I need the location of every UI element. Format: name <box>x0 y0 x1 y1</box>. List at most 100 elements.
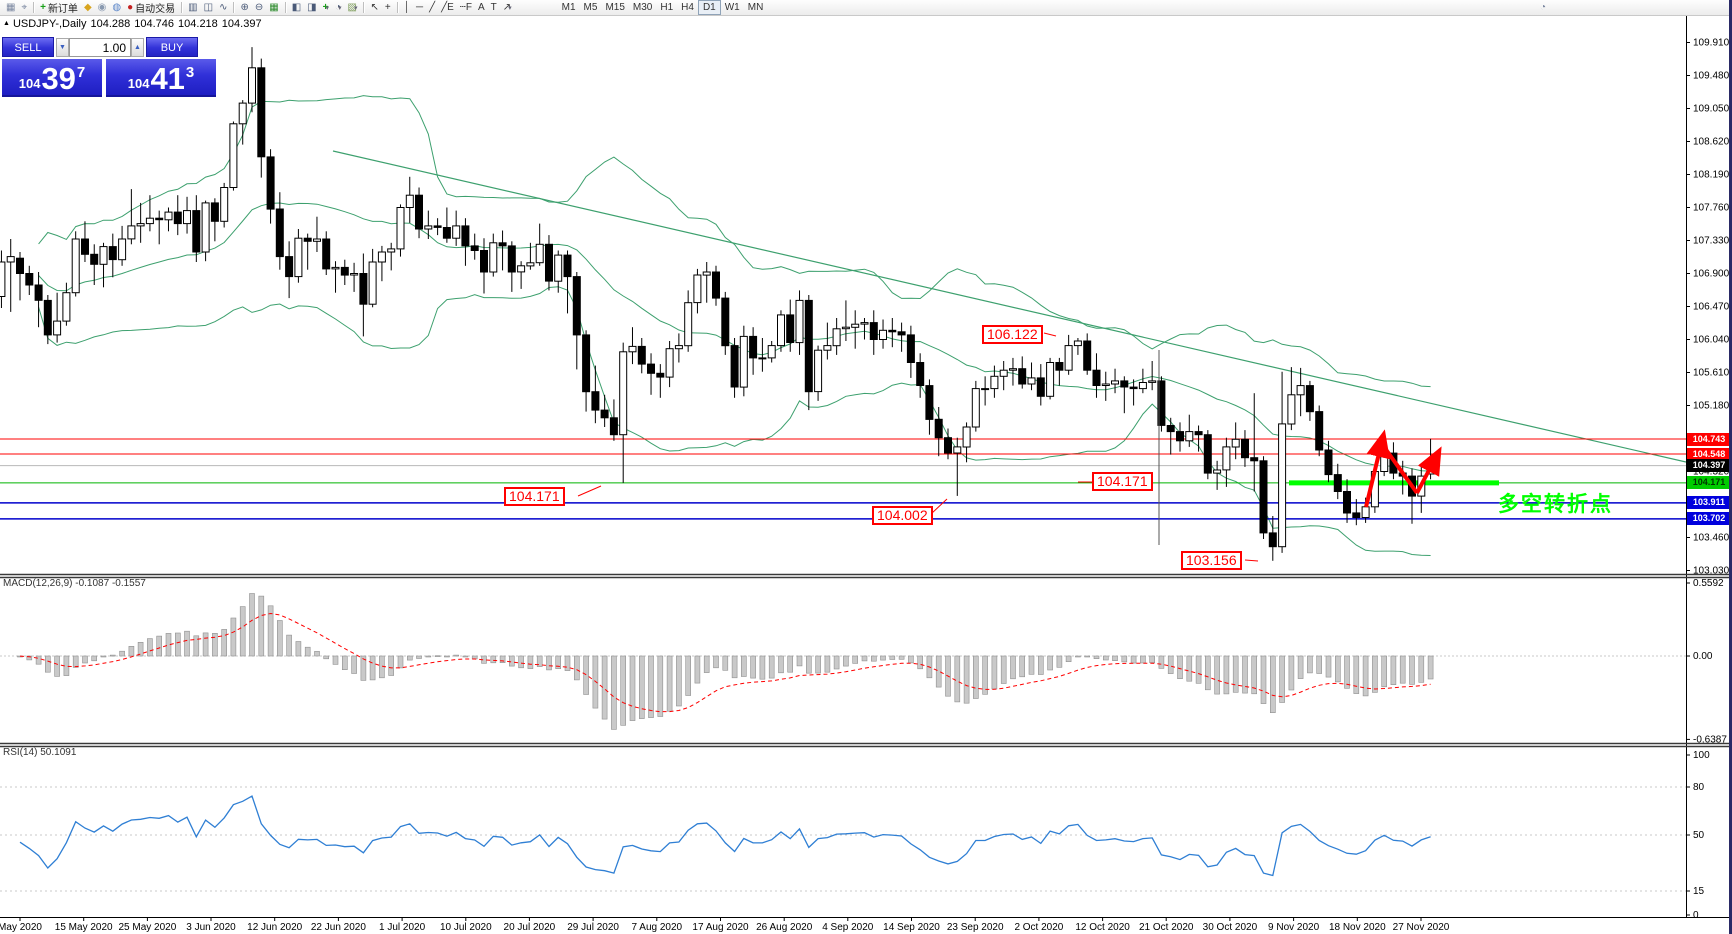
zoom-in-icon[interactable]: ⊕ <box>240 2 249 13</box>
price-tick-label: 103.030 <box>1693 566 1730 577</box>
price-tick-label: 105.610 <box>1693 368 1730 379</box>
price-tick-label: 105.180 <box>1693 401 1730 412</box>
auto-scroll-icon[interactable]: ◧ <box>291 2 302 13</box>
macd-indicator-label: MACD(12,26,9) -0.1087 -0.1557 <box>3 578 146 589</box>
date-tick-label: 1 Jul 2020 <box>379 922 426 933</box>
date-tick-label: May 2020 <box>0 922 42 933</box>
price-callout-label-106.122[interactable]: 106.122 <box>982 325 1043 344</box>
sell-price-main: 39 <box>41 61 76 96</box>
timeframe-d1[interactable]: D1 <box>697 0 721 15</box>
price-tick-label: 108.620 <box>1693 137 1730 148</box>
channel-icon[interactable]: ╱E <box>441 2 454 13</box>
clock-icon[interactable]: ◔ <box>1540 2 1547 13</box>
crosshair-icon[interactable]: + <box>384 2 391 13</box>
indicators-icon[interactable]: + <box>322 2 329 13</box>
zoom-out-icon[interactable]: ⊖ <box>254 2 264 13</box>
date-tick-label: 29 Jul 2020 <box>567 922 619 933</box>
toolbar-separator <box>396 2 398 13</box>
quote-open: 104.288 <box>90 18 131 30</box>
arrows-icon[interactable]: ↗ <box>502 2 512 13</box>
macd-tick-label: 0.00 <box>1693 651 1713 662</box>
sell-price-pip: 7 <box>76 64 86 81</box>
candlestick-chart-icon[interactable]: ◫ <box>203 2 214 13</box>
toolbar-separator <box>233 2 235 13</box>
autotrading-icon[interactable]: ● <box>127 2 134 13</box>
bar-chart-icon[interactable]: ▥ <box>188 2 198 13</box>
history-icon[interactable]: ◆ <box>83 2 92 13</box>
zigzag-up-arrow-1 <box>1364 429 1390 508</box>
price-callout-label-104.002[interactable]: 104.002 <box>872 506 933 525</box>
main-chart-pane <box>0 47 1686 562</box>
text-label-icon[interactable]: T <box>490 2 497 13</box>
cursor-icon[interactable]: ↖ <box>370 2 379 13</box>
buy-button[interactable]: BUY <box>146 37 198 57</box>
market-watch-icon[interactable]: ◉ <box>97 2 107 13</box>
fibonacci-icon[interactable]: ┄F <box>459 2 472 13</box>
date-tick-label: 25 May 2020 <box>118 922 176 933</box>
buy-price-big-figure: 104 <box>127 76 150 91</box>
axis-price-badge-103.911: 103.911 <box>1687 496 1731 510</box>
toolbar-separator <box>181 2 183 13</box>
timeframe-mn[interactable]: MN <box>747 2 764 13</box>
templates-icon[interactable]: ▧ <box>347 2 357 13</box>
bollinger-lower-band <box>38 286 1431 556</box>
buy-price-main: 41 <box>150 61 185 96</box>
hline-icon[interactable]: ─ <box>415 2 424 13</box>
new-order-icon[interactable]: + <box>40 2 46 13</box>
line-chart-icon[interactable]: ∿ <box>219 2 228 13</box>
buy-price-box[interactable]: 104 41 3 <box>106 59 216 97</box>
quote-close: 104.397 <box>221 18 262 30</box>
date-tick-label: 2 Oct 2020 <box>1014 922 1063 933</box>
sell-price-big-figure: 104 <box>18 76 41 91</box>
toolbar: ▦ ⌖ + 新订单 ◆ ◉ ◍ ● 自动交易 ▥ ◫ ∿ ⊕ ⊖ ▦ ◧ ◨ + ▾ ◔ ▾ ▧ ▾ ↖ + │ ─ ╱ ╱E ┄F A T ↗… <box>0 0 1732 16</box>
date-tick-label: 23 Sep 2020 <box>947 922 1004 933</box>
periods-icon[interactable]: ◔ <box>334 2 341 13</box>
autotrading-label[interactable]: 自动交易 <box>135 4 176 15</box>
data-window-icon[interactable]: ⌖ <box>21 2 28 13</box>
text-icon[interactable]: A <box>477 2 485 13</box>
price-callout-label-104.171[interactable]: 104.171 <box>504 487 565 506</box>
timeframe-w1[interactable]: W1 <box>724 2 740 13</box>
signals-icon[interactable]: ◍ <box>112 2 122 13</box>
timeframe-h1[interactable]: H1 <box>660 2 674 13</box>
date-tick-label: 26 Aug 2020 <box>756 922 813 933</box>
quote-low: 104.218 <box>178 18 218 30</box>
trendline-icon[interactable]: ╱ <box>429 2 436 13</box>
new-chart-icon[interactable]: ▦ <box>6 2 16 13</box>
timeframe-h4[interactable]: H4 <box>681 2 694 13</box>
timeframe-m15[interactable]: M15 <box>605 2 625 13</box>
price-tick-label: 106.900 <box>1693 269 1730 280</box>
volume-increase-button[interactable]: ▲ <box>131 38 144 57</box>
price-callout-label-104.171[interactable]: 104.171 <box>1092 472 1153 491</box>
sell-price-box[interactable]: 104 39 7 <box>2 59 102 97</box>
chart-shift-icon[interactable]: ◨ <box>307 2 317 13</box>
periods-dropdown-icon[interactable]: ▾ <box>338 4 342 12</box>
timeframe-m30[interactable]: M30 <box>632 2 653 13</box>
timeframe-m1[interactable]: M1 <box>561 2 576 13</box>
templates-dropdown-icon[interactable]: ▾ <box>353 4 358 12</box>
price-callout-label-103.156[interactable]: 103.156 <box>1181 551 1242 570</box>
date-tick-label: 15 May 2020 <box>55 922 113 933</box>
date-tick-label: 12 Oct 2020 <box>1075 922 1130 933</box>
axis-price-badge-103.702: 103.702 <box>1687 512 1731 526</box>
macd-tick-label: -0.6387 <box>1693 735 1727 746</box>
price-tick-label: 106.040 <box>1693 335 1730 346</box>
toolbar-separator <box>363 2 365 13</box>
rsi-tick-label: 0 <box>1693 910 1699 921</box>
descending-trendline <box>332 150 1686 463</box>
timeframe-m5[interactable]: M5 <box>583 2 598 13</box>
tile-windows-icon[interactable]: ▦ <box>269 2 279 13</box>
new-order-label[interactable]: 新订单 <box>47 4 78 15</box>
indicators-dropdown-icon[interactable]: ▾ <box>325 4 329 12</box>
price-tick-label: 106.470 <box>1693 302 1730 313</box>
vline-icon[interactable]: │ <box>403 2 410 13</box>
sell-button[interactable]: SELL <box>2 37 54 57</box>
volume-decrease-button[interactable]: ▼ <box>56 38 69 57</box>
volume-input[interactable] <box>69 38 131 57</box>
arrows-dropdown-icon[interactable]: ▾ <box>508 4 512 12</box>
date-tick-label: 27 Nov 2020 <box>1393 922 1450 933</box>
bollinger-upper-band <box>38 95 1431 388</box>
date-tick-label: 3 Jun 2020 <box>186 922 236 933</box>
